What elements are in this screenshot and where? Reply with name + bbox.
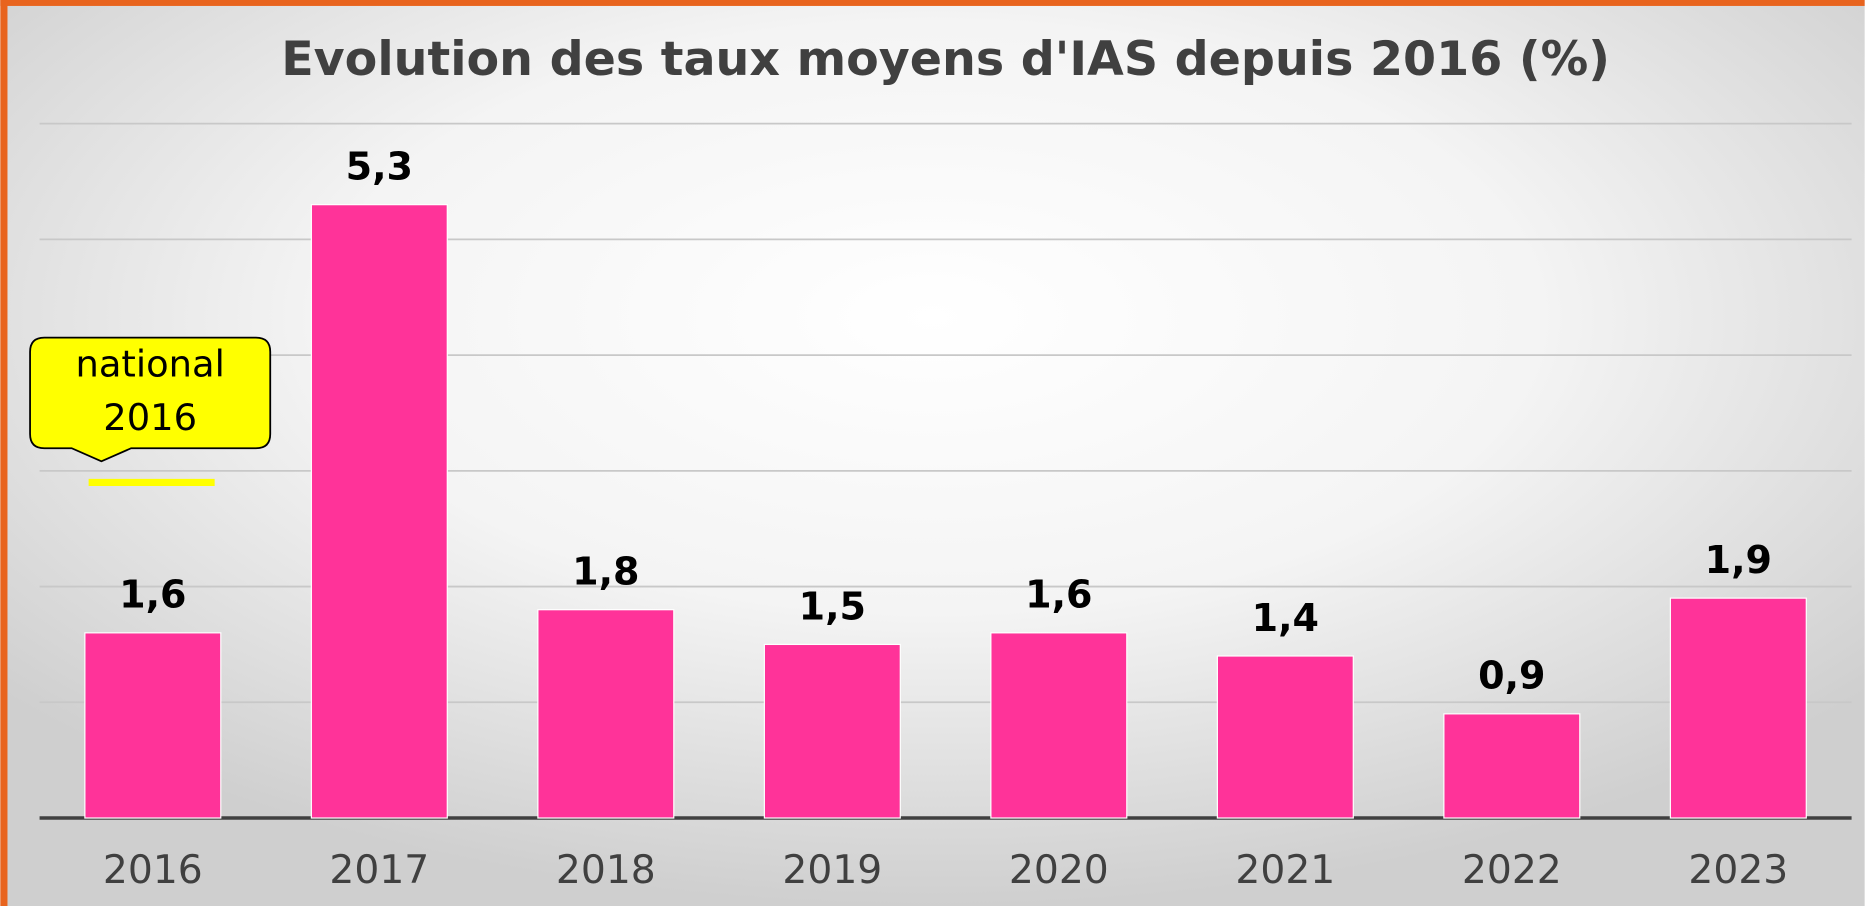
x-tick-label: 2016 (103, 848, 203, 893)
x-tick-label: 2023 (1688, 848, 1788, 893)
bar (1443, 713, 1581, 819)
data-label: 1,9 (1705, 538, 1772, 582)
data-label: 5,3 (346, 144, 413, 188)
x-tick-label: 2021 (1235, 848, 1335, 893)
bar (1669, 597, 1807, 819)
x-tick-label: 2020 (1009, 848, 1109, 893)
border-left (0, 0, 8, 906)
x-tick-label: 2017 (329, 848, 429, 893)
chart-title: Evolution des taux moyens d'IAS depuis 2… (281, 32, 1610, 87)
bar (84, 632, 222, 819)
data-label: 0,9 (1478, 654, 1545, 698)
data-label: 1,6 (119, 573, 186, 617)
callout-text: national (75, 343, 224, 386)
callout-text: 2016 (103, 396, 197, 439)
bar (310, 204, 448, 819)
bar (763, 643, 901, 819)
callout (29, 336, 272, 463)
border-top (0, 0, 1865, 6)
bar (990, 632, 1128, 819)
data-label: 1,6 (1025, 573, 1092, 617)
plot: 2016 1,6 2017 5,3 2018 1,8 2019 1,5 2020 1,6 2021 1… (29, 122, 1852, 893)
bar (537, 609, 675, 819)
data-label: 1,5 (799, 584, 866, 628)
x-tick-label: 2019 (782, 848, 882, 893)
data-label: 1,4 (1252, 596, 1319, 640)
bar (1216, 655, 1354, 819)
x-tick-label: 2018 (556, 848, 656, 893)
data-label: 1,8 (572, 550, 639, 594)
x-tick-label: 2022 (1462, 848, 1562, 893)
